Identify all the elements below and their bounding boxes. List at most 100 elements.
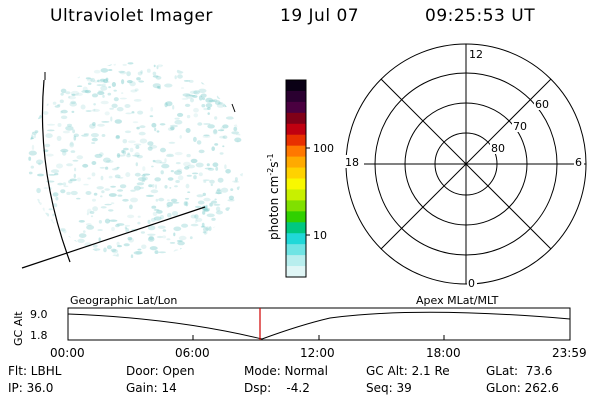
uv-speckle (93, 254, 97, 258)
uv-speckle (231, 180, 238, 183)
altitude-x-tick-1200: 12:00 (300, 346, 335, 360)
uv-speckle (194, 219, 198, 224)
uv-speckle (149, 115, 154, 118)
uv-speckle (240, 63, 244, 69)
uv-speckle (76, 155, 84, 160)
uv-speckle (99, 166, 105, 169)
uv-speckle (83, 133, 89, 135)
uv-speckle (164, 102, 168, 108)
uv-speckle (207, 112, 210, 115)
uv-speckle (115, 135, 120, 139)
uv-speckle (37, 251, 47, 255)
uv-speckle (149, 246, 158, 251)
uv-speckle (139, 125, 146, 129)
uv-speckle (138, 80, 145, 83)
uv-speckle (136, 77, 141, 81)
uv-speckle (43, 83, 47, 88)
uv-speckle (116, 253, 119, 258)
uv-speckle (155, 75, 162, 80)
uv-speckle (130, 189, 136, 192)
uv-speckle (82, 163, 89, 168)
uv-speckle (99, 152, 104, 156)
uv-speckle (230, 223, 237, 228)
orbit-altitude-curve (67, 311, 571, 340)
uv-speckle (142, 166, 146, 172)
uv-speckle (227, 235, 230, 241)
uv-speckle (50, 67, 53, 70)
uv-speckle (85, 77, 91, 80)
uv-speckle (183, 161, 191, 167)
uv-speckle (167, 177, 174, 181)
uv-speckle (66, 163, 73, 167)
uv-speckle (166, 201, 173, 207)
uv-speckle (230, 104, 239, 110)
uv-speckle (129, 147, 134, 153)
uv-speckle (234, 113, 237, 117)
uv-speckle (73, 133, 80, 138)
uv-speckle (180, 256, 184, 258)
altitude-x-tick-0000: 00:00 (50, 346, 85, 360)
uv-speckle (164, 158, 167, 163)
uv-speckle (192, 172, 199, 175)
uv-speckle (44, 143, 51, 148)
uv-speckle (227, 82, 233, 85)
uv-speckle (146, 68, 151, 73)
uv-speckle (215, 192, 223, 195)
uv-speckle (46, 153, 54, 157)
uv-speckle (49, 221, 55, 226)
uv-speckle (184, 197, 190, 200)
uv-speckle (108, 69, 113, 71)
uv-speckle (184, 166, 190, 170)
uv-speckle (151, 122, 157, 128)
uv-speckle (205, 83, 211, 86)
uv-speckle (133, 99, 142, 102)
uv-speckle (78, 220, 85, 223)
uv-speckle (183, 201, 188, 206)
uv-speckle (205, 204, 208, 210)
uv-speckle (117, 189, 124, 192)
uv-speckle (127, 214, 135, 219)
uv-speckle (91, 108, 100, 112)
uv-speckle (134, 88, 139, 92)
uv-speckle (200, 225, 206, 228)
uv-speckle (202, 227, 209, 232)
uv-speckle (173, 170, 183, 175)
polar-mlt-label-18: 18 (345, 156, 359, 169)
uv-speckle (93, 80, 98, 83)
uv-speckle (150, 107, 154, 112)
uv-speckle (108, 209, 114, 212)
uv-speckle (198, 149, 205, 154)
uv-speckle (28, 171, 33, 175)
polar-label-bg-12 (468, 47, 484, 60)
uv-speckle (33, 254, 42, 258)
uv-speckle (136, 126, 140, 130)
uv-speckle (202, 179, 210, 181)
uv-speckle (125, 172, 131, 178)
uv-speckle (202, 192, 206, 196)
uv-speckle (196, 194, 204, 198)
uv-speckle (91, 137, 98, 142)
uv-speckle (69, 142, 75, 148)
uv-speckle (169, 124, 178, 128)
uv-speckle (84, 89, 91, 94)
uv-speckle (75, 92, 83, 96)
uv-speckle (42, 207, 45, 212)
uv-speckle (134, 172, 141, 177)
uv-speckle (237, 122, 244, 124)
uv-speckle (195, 162, 204, 168)
uv-speckle (91, 161, 97, 165)
uv-speckle (131, 111, 135, 114)
uv-speckle (104, 203, 112, 206)
uv-speckle (96, 84, 103, 87)
uv-speckle (70, 190, 78, 196)
status-dsp: Dsp: -4.2 (244, 381, 310, 395)
uv-speckle (220, 187, 229, 193)
uv-speckle (77, 238, 85, 243)
uv-speckle (174, 185, 178, 188)
uv-speckle (36, 198, 40, 204)
uv-speckle (60, 148, 69, 153)
colorbar-band (286, 145, 306, 158)
uv-speckle (71, 110, 75, 113)
uv-speckle (102, 78, 109, 84)
